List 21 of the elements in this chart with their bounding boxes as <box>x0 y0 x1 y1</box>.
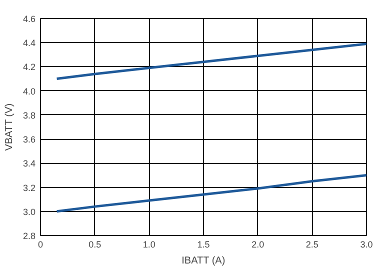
y-tick-label: 4.0 <box>22 86 36 96</box>
y-tick-label: 2.8 <box>22 231 36 241</box>
y-axis-title: VBATT (V) <box>4 103 15 151</box>
x-axis-title: IBATT (A) <box>182 256 226 266</box>
x-tick-label: 3.0 <box>360 240 373 250</box>
x-tick-label: 0 <box>38 240 44 250</box>
line-series <box>56 174 366 213</box>
y-tick-label: 3.8 <box>22 110 36 120</box>
x-tick-label: 1.0 <box>142 240 156 250</box>
y-tick-label: 4.4 <box>22 38 36 48</box>
x-tick-label: 0.5 <box>88 240 102 250</box>
x-tick-label: 2.5 <box>306 240 318 250</box>
y-tick-label: 3.6 <box>22 134 36 145</box>
y-tick-label: 4.2 <box>22 62 36 72</box>
x-tick-label: 1.5 <box>197 240 210 250</box>
x-tick-label: 2.0 <box>252 240 264 250</box>
y-tick-label: 3.0 <box>22 206 36 217</box>
y-tick-label: 3.4 <box>22 158 36 169</box>
y-tick-label: 3.2 <box>22 182 36 193</box>
line-series <box>56 42 366 80</box>
y-tick-label: 4.6 <box>22 14 36 24</box>
